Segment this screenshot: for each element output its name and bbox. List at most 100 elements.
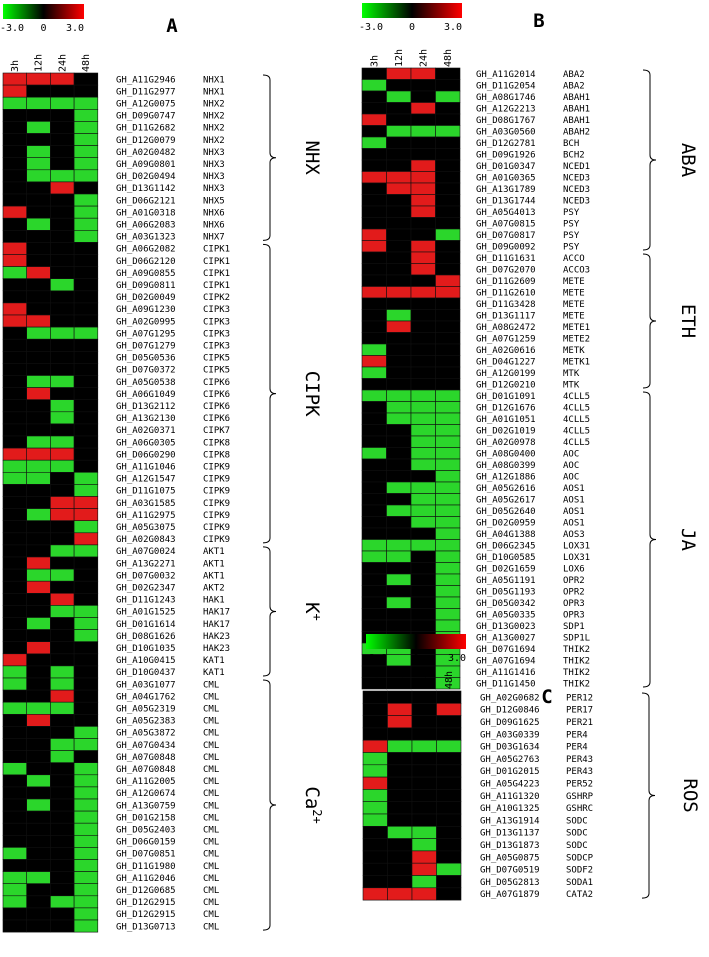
heatmap-cell [2,350,28,364]
gene-id: GH_A11G1046 [116,462,176,472]
heatmap-cell [435,171,461,184]
heatmap-cell [2,242,28,255]
gene-id: GH_A05G1191 [476,576,536,586]
heatmap-cell [50,205,75,219]
heatmap-cell [386,447,412,460]
gene-id: GH_A06G2083 [116,220,176,230]
heatmap-cell [386,654,412,667]
heatmap-cell [26,314,51,328]
heatmap-cell [411,887,437,901]
heatmap-cell [73,447,99,461]
heatmap-cell [386,136,412,149]
heatmap-cell [410,447,436,460]
heatmap-cell [410,355,436,368]
gene-name: CML [203,874,219,884]
gene-name: CIPK6 [203,402,230,412]
heatmap-cell [26,471,51,485]
gene-name: LOX6 [563,564,585,574]
heatmap-cell [50,72,75,86]
gene-id: GH_A02G0482 [116,148,176,158]
heatmap-cell [410,539,436,552]
gene-id: GH_A11G2005 [116,777,176,787]
heatmap-cell [386,378,412,391]
heatmap-cell [73,290,99,304]
heatmap-cell [50,387,75,401]
heatmap-cell [26,568,51,582]
gene-name: METK [563,346,585,356]
heatmap-cell [26,605,51,618]
heatmap-cell [73,750,99,763]
gene-name: 4CLL5 [563,392,590,402]
heatmap-cell [26,822,51,836]
heatmap-cell [50,157,75,171]
heatmap-cell [436,850,462,864]
heatmap-cell [361,562,387,575]
gene-id: GH_D06G2120 [116,257,176,267]
gene-id: GH_D13G1873 [480,841,540,851]
heatmap-cell [50,871,75,884]
heatmap-cell [411,825,437,839]
gene-id: GH_A10G1325 [480,804,540,814]
gene-name: CML [203,922,219,932]
gene-name: ABAH1 [563,116,590,126]
heatmap-cell [362,690,388,704]
heatmap-C [362,690,462,901]
heatmap-cell [50,798,75,812]
heatmap-cell [50,859,75,872]
gene-id: GH_A06G2082 [116,245,176,255]
gene-id: GH_D12G1676 [476,403,536,413]
heatmap-cell [435,148,461,161]
gene-id: GH_D13G1142 [116,184,176,194]
heatmap-cell [73,145,99,159]
gene-id: GH_D11G1980 [116,862,176,872]
heatmap-cell [73,895,99,909]
heatmap-cell [361,251,387,264]
heatmap-cell [50,109,75,122]
heatmap-cell [26,435,51,449]
gene-name: KAT1 [203,668,225,678]
brace-JA [642,391,657,688]
heatmap-cell [386,366,412,379]
gene-id: GH_A08G0399 [476,461,536,471]
heatmap-cell [50,822,75,836]
heatmap-cell [26,193,51,207]
gene-name: CML [203,825,219,835]
heatmap-cell [361,458,387,471]
heatmap-cell [26,230,51,243]
heatmap-cell [26,750,51,763]
gene-id: GH_A04G1762 [116,692,176,702]
heatmap-cell [436,776,462,790]
heatmap-cell [361,136,387,149]
gene-id: GH_A12G0674 [116,789,176,799]
heatmap-cell [50,895,75,909]
heatmap-cell [26,556,51,570]
gene-id: GH_A13G2271 [116,559,176,569]
heatmap-cell [386,113,412,126]
heatmap-cell [361,263,387,276]
gene-name: 4CLL5 [563,403,590,413]
gene-name: THIK2 [563,656,590,666]
heatmap-cell [2,544,28,558]
gene-name: NHX3 [203,172,225,182]
heatmap-cell [2,254,28,267]
gene-id: GH_D05G2403 [116,825,176,835]
heatmap-cell [26,72,51,86]
heatmap-cell [387,690,413,704]
gene-name: AKT1 [203,547,225,557]
brace-ETH [642,253,657,389]
gene-name: CIPK9 [203,511,230,521]
heatmap-cell [26,774,51,788]
gene-name: OPR2 [563,587,585,597]
heatmap-cell [2,121,28,134]
heatmap-cell [386,516,412,529]
heatmap-cell [436,862,462,876]
heatmap-cell [26,726,51,739]
heatmap-cell [50,568,75,582]
heatmap-cell [26,459,51,473]
heatmap-cell [73,266,99,280]
heatmap-cell [73,701,99,715]
heatmap-cell [73,774,99,788]
column-label: 48h [444,671,455,689]
heatmap-cell [2,617,28,630]
gene-name: CML [203,729,219,739]
